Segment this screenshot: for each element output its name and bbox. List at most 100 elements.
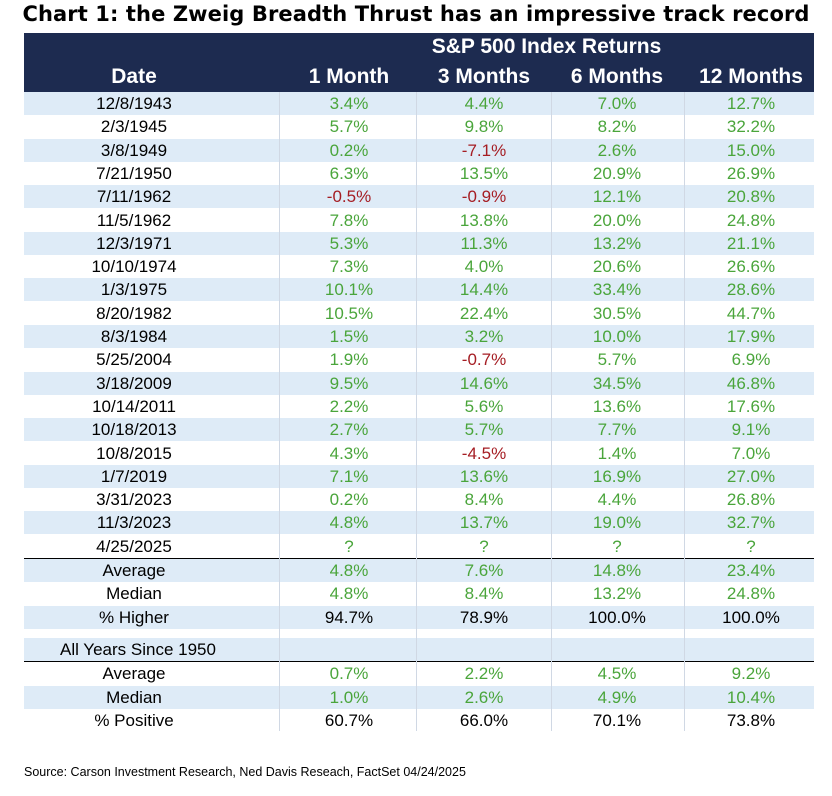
return-cell: 13.5%	[459, 163, 509, 183]
chart-title: Chart 1: the Zweig Breadth Thrust has an…	[22, 2, 810, 26]
table-row: 3/18/2009 9.5% 14.6% 34.5% 46.8%	[24, 371, 814, 395]
table-row: 8/20/1982 10.5% 22.4% 30.5% 44.7%	[24, 302, 814, 325]
return-cell: 8.4%	[464, 490, 504, 510]
return-cell: 15.0%	[726, 140, 776, 160]
return-cell: 4.8%	[329, 561, 369, 580]
return-cell: 33.4%	[592, 280, 642, 300]
row-label: 8/20/1982	[96, 303, 172, 323]
row-label: 3/8/1949	[100, 140, 168, 160]
return-cell: 20.6%	[592, 257, 642, 277]
return-cell: -7.1%	[461, 140, 507, 160]
row-label: 12/3/1971	[96, 233, 172, 253]
return-cell: 26.8%	[726, 490, 776, 510]
return-cell: 10.1%	[324, 280, 374, 300]
return-cell: 10.5%	[324, 303, 374, 323]
return-cell: 3.2%	[464, 327, 504, 346]
row-label: 11/3/2023	[96, 513, 172, 533]
return-cell: 32.7%	[726, 513, 776, 533]
return-cell: 4.5%	[597, 664, 637, 684]
return-cell: 16.9%	[592, 466, 642, 486]
return-cell: 13.6%	[592, 396, 642, 416]
table-row: Average 0.7% 2.2% 4.5% 9.2%	[24, 662, 814, 685]
table-row: 10/8/2015 4.3% -4.5% 1.4% 7.0%	[24, 442, 814, 465]
return-cell: 5.7%	[329, 117, 369, 137]
return-cell: 78.9%	[459, 607, 509, 627]
return-cell: 14.4%	[459, 280, 509, 300]
return-cell: 2.6%	[464, 687, 504, 707]
return-cell: -4.5%	[461, 443, 507, 463]
return-cell: 7.3%	[329, 257, 369, 277]
return-cell: 5.3%	[329, 233, 369, 253]
return-cell: ?	[612, 536, 622, 556]
table-row: 2/3/1945 5.7% 9.8% 8.2% 32.2%	[24, 115, 814, 138]
return-cell: 24.8%	[726, 210, 776, 230]
return-cell: 10.4%	[726, 687, 776, 707]
return-cell: 46.8%	[726, 373, 776, 393]
header-6-months: 6 Months	[570, 65, 664, 88]
table-row: 7/11/1962 -0.5% -0.9% 12.1% 20.8%	[24, 185, 814, 209]
column-separator	[684, 92, 685, 732]
return-cell: 8.4%	[464, 584, 504, 604]
return-cell: 2.2%	[329, 396, 369, 416]
return-cell: 7.1%	[329, 466, 369, 486]
row-label: 4/25/2025	[96, 536, 172, 556]
return-cell: 4.9%	[597, 687, 637, 707]
return-cell: 66.0%	[459, 710, 509, 730]
return-cell: 24.8%	[726, 584, 776, 604]
table-row: % Positive 60.7% 66.0% 70.1% 73.8%	[24, 709, 814, 732]
return-cell: 7.0%	[731, 443, 771, 463]
return-cell: 20.8%	[726, 187, 776, 207]
return-cell: 32.2%	[726, 117, 776, 137]
return-cell: 10.0%	[592, 327, 642, 346]
row-label: 1/3/1975	[100, 280, 168, 300]
row-label: 1/7/2019	[100, 466, 168, 486]
column-separator	[416, 92, 417, 732]
return-cell: 5.7%	[464, 420, 504, 440]
return-cell: -0.9%	[461, 187, 507, 207]
row-label: 7/11/1962	[96, 187, 172, 207]
return-cell: ?	[479, 536, 489, 556]
row-label: 8/3/1984	[100, 327, 168, 346]
row-label: Average	[102, 664, 166, 684]
table-row: 10/10/1974 7.3% 4.0% 20.6% 26.6%	[24, 255, 814, 278]
return-cell: ?	[344, 536, 354, 556]
return-cell: 30.5%	[592, 303, 642, 323]
row-label: 7/21/1950	[96, 163, 172, 183]
section-label-row: All Years Since 1950	[24, 637, 814, 661]
section-label: All Years Since 1950	[60, 639, 216, 659]
return-cell: 7.6%	[464, 561, 504, 580]
return-cell: 44.7%	[726, 303, 776, 323]
row-label: Median	[106, 687, 162, 707]
row-label: Median	[106, 584, 162, 604]
row-label: 3/31/2023	[96, 490, 172, 510]
return-cell: 7.8%	[329, 210, 369, 230]
row-label: % Higher	[99, 607, 169, 627]
return-cell: 6.3%	[329, 163, 369, 183]
return-cell: 73.8%	[726, 710, 776, 730]
row-label: 11/5/1962	[96, 210, 172, 230]
table-row: 11/3/2023 4.8% 13.7% 19.0% 32.7%	[24, 511, 814, 535]
table-row: Median 4.8% 8.4% 13.2% 24.8%	[24, 582, 814, 605]
column-separator	[551, 92, 552, 732]
return-cell: 17.6%	[726, 396, 776, 416]
table-row: 10/14/2011 2.2% 5.6% 13.6% 17.6%	[24, 395, 814, 418]
return-cell: 5.7%	[597, 350, 637, 370]
row-label: 2/3/1945	[100, 117, 168, 137]
return-cell: 1.4%	[597, 443, 637, 463]
return-cell: 1.0%	[329, 687, 369, 707]
return-cell: 11.3%	[460, 233, 508, 253]
row-label: % Positive	[94, 710, 174, 730]
return-cell: 60.7%	[324, 710, 374, 730]
return-cell: 23.4%	[726, 561, 776, 580]
table-row: % Higher 94.7% 78.9% 100.0% 100.0%	[24, 605, 814, 629]
return-cell: 9.2%	[731, 664, 771, 684]
return-cell: 27.0%	[726, 466, 776, 486]
return-cell: 9.1%	[731, 420, 771, 440]
return-cell: 70.1%	[592, 710, 642, 730]
return-cell: 19.0%	[592, 513, 642, 533]
row-label: 10/8/2015	[96, 443, 172, 463]
table-row: 5/25/2004 1.9% -0.7% 5.7% 6.9%	[24, 348, 814, 371]
return-cell: 0.2%	[329, 140, 369, 160]
return-cell: 0.2%	[329, 490, 369, 510]
header-group-label: S&P 500 Index Returns	[431, 35, 662, 58]
